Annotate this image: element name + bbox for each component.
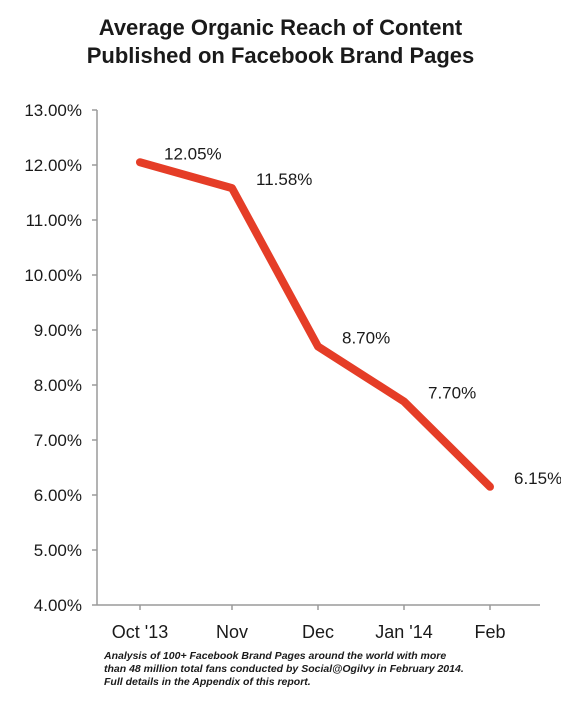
x-axis: Oct '13 Nov Dec Jan '14 Feb: [97, 604, 540, 642]
series-reach: [136, 158, 494, 491]
data-label: 6.15%: [514, 469, 561, 488]
data-label: 7.70%: [428, 384, 476, 403]
series-line: [136, 158, 494, 491]
x-tick-label: Feb: [474, 622, 505, 642]
data-labels: 12.05% 11.58% 8.70% 7.70% 6.15%: [164, 144, 561, 488]
data-label: 11.58%: [256, 170, 312, 189]
x-tick-label: Jan '14: [375, 622, 432, 642]
data-label: 12.05%: [164, 144, 222, 163]
y-tick-label: 7.00%: [34, 431, 82, 450]
chart-title: Average Organic Reach of Content Publish…: [0, 14, 561, 70]
footnote: Analysis of 100+ Facebook Brand Pages ar…: [104, 650, 556, 689]
data-point: [403, 400, 405, 403]
y-tick-label: 12.00%: [24, 156, 82, 175]
data-point: [317, 345, 319, 348]
chart-title-line-1: Average Organic Reach of Content: [98, 15, 463, 40]
footnote-line-2: than 48 million total fans conducted by …: [104, 663, 464, 675]
y-tick-label: 13.00%: [24, 101, 82, 120]
data-point: [139, 161, 141, 164]
footnote-line-3: Full details in the Appendix of this rep…: [104, 676, 311, 688]
y-tick-label: 11.00%: [26, 211, 82, 230]
data-point: [489, 485, 491, 488]
y-tick-label: 6.00%: [34, 486, 82, 505]
x-tick-label: Dec: [302, 622, 334, 642]
y-tick-label: 5.00%: [34, 541, 82, 560]
x-tick-label: Nov: [216, 622, 248, 642]
y-axis: 4.00% 5.00% 6.00% 7.00% 8.00% 9.00% 10.00% 11.0…: [24, 101, 98, 615]
chart-title-line-2: Published on Facebook Brand Pages: [86, 43, 475, 68]
footnote-line-1: Analysis of 100+ Facebook Brand Pages ar…: [104, 650, 447, 662]
x-tick-label: Oct '13: [112, 622, 168, 642]
y-tick-label: 9.00%: [34, 321, 82, 340]
y-tick-label: 8.00%: [34, 376, 82, 395]
data-label: 8.70%: [342, 329, 390, 348]
data-point: [231, 187, 233, 190]
y-tick-label: 4.00%: [34, 596, 82, 615]
y-tick-label: 10.00%: [24, 266, 82, 285]
